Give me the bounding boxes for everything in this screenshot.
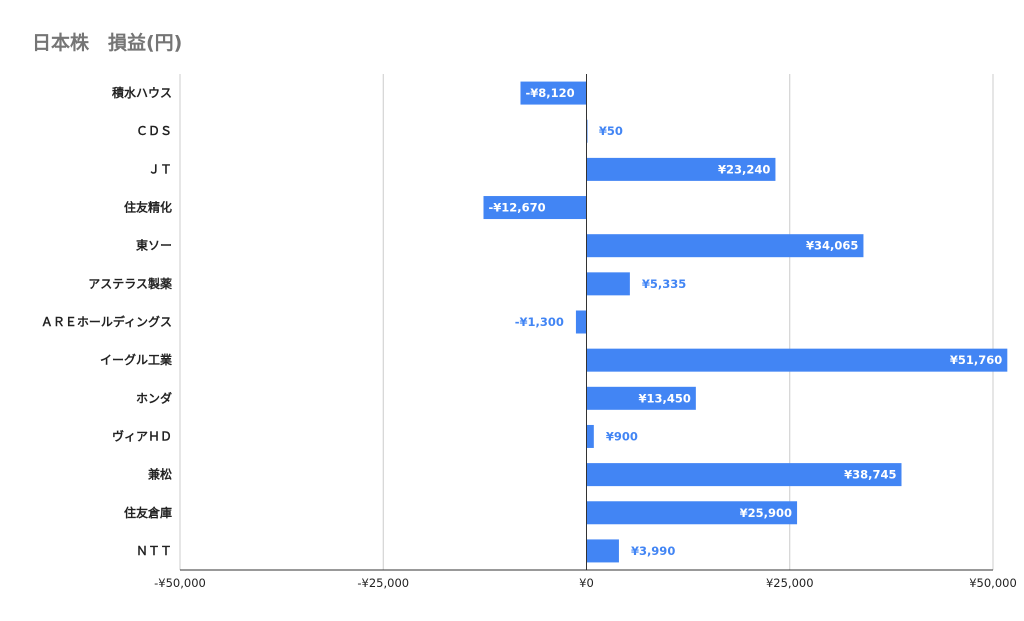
bar	[586, 386, 696, 410]
data-label: ¥34,065	[806, 239, 858, 253]
category-label: ＡＲＥホールディングス	[41, 314, 172, 329]
category-label: ＮＴＴ	[136, 544, 172, 558]
data-label: ¥13,450	[638, 391, 690, 405]
category-label: ホンダ	[136, 390, 172, 405]
data-label: ¥50	[599, 124, 623, 138]
data-label: -¥8,120	[525, 86, 574, 100]
category-label: 住友倉庫	[124, 505, 172, 520]
data-label: ¥51,760	[950, 353, 1002, 367]
category-label: 住友精化	[124, 200, 172, 215]
x-tick-label: ¥25,000	[766, 576, 814, 590]
data-label: -¥1,300	[515, 315, 564, 329]
bar	[520, 81, 587, 105]
x-tick-label: -¥50,000	[154, 576, 206, 590]
category-label: 東ソー	[136, 238, 172, 253]
bar	[586, 157, 776, 181]
bar	[586, 348, 1008, 372]
category-label: 兼松	[147, 467, 172, 482]
data-label: ¥3,990	[631, 544, 675, 558]
data-label: ¥5,335	[642, 277, 686, 291]
data-label: ¥38,745	[844, 468, 896, 482]
chart-title: 日本株 損益(円)	[32, 32, 183, 54]
bar	[586, 272, 630, 296]
x-tick-label: ¥50,000	[969, 576, 1017, 590]
data-label: ¥23,240	[718, 162, 770, 176]
bar	[586, 234, 864, 258]
x-tick-label: -¥25,000	[357, 576, 409, 590]
bar	[483, 196, 587, 220]
category-label: アステラス製薬	[88, 276, 172, 291]
data-label: ¥25,900	[740, 506, 792, 520]
bar	[575, 310, 587, 334]
bar	[586, 463, 902, 487]
bar	[586, 539, 619, 563]
category-label: イーグル工業	[100, 352, 173, 367]
data-label: -¥12,670	[488, 201, 545, 215]
category-label: 積水ハウス	[111, 85, 172, 100]
category-label: ＣＤＳ	[136, 124, 172, 138]
bar	[586, 424, 594, 448]
category-label: ヴィアＨＤ	[112, 428, 172, 443]
x-tick-label: ¥0	[579, 576, 594, 590]
data-label: ¥900	[606, 429, 638, 443]
category-label: ＪＴ	[148, 162, 172, 176]
bar	[586, 501, 798, 525]
